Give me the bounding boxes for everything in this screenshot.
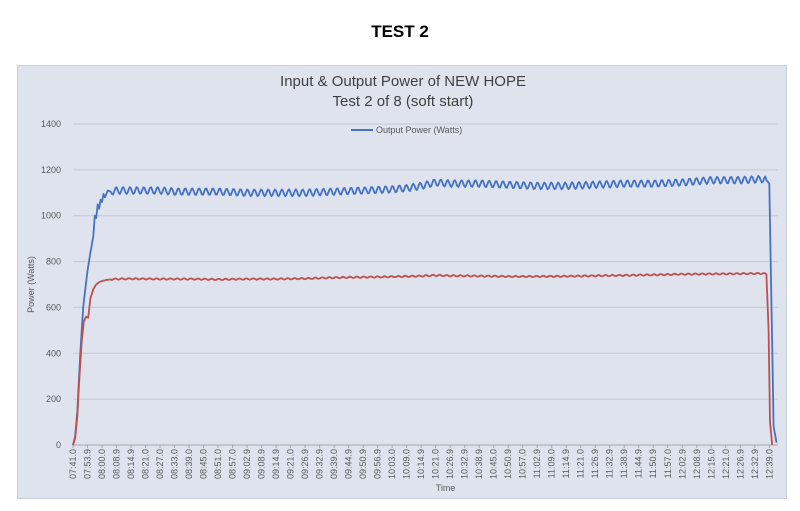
x-tick-label: 09:50.9 <box>358 449 368 479</box>
x-tick-label: 11:26.9 <box>590 449 600 478</box>
x-axis-title: Time <box>436 483 456 493</box>
y-tick-label: 1400 <box>41 119 61 129</box>
x-tick-label: 09:56.9 <box>373 449 383 479</box>
x-tick-label: 10:14.9 <box>416 449 426 479</box>
y-axis-title: Power (Watts) <box>26 256 36 313</box>
x-tick-label: 08:00.0 <box>97 449 107 479</box>
x-tick-label: 10:45.0 <box>489 449 499 479</box>
x-tick-label: 10:38.9 <box>474 449 484 479</box>
chart-title: Input & Output Power of NEW HOPE <box>280 73 526 90</box>
x-tick-label: 11:14.9 <box>561 449 571 478</box>
x-tick-label: 10:57.0 <box>518 449 528 479</box>
x-tick-label: 07:53.9 <box>83 449 93 479</box>
x-tick-label: 08:45.0 <box>199 449 209 479</box>
x-tick-label: 08:08.9 <box>112 449 122 479</box>
x-tick-label: 10:26.9 <box>445 449 455 479</box>
y-tick-label: 0 <box>56 440 61 450</box>
x-tick-label: 08:21.0 <box>141 449 151 479</box>
x-tick-label: 11:38.9 <box>619 449 629 478</box>
x-tick-label: 09:39.0 <box>329 449 339 479</box>
x-tick-label: 12:32.9 <box>750 449 760 479</box>
x-tick-label: 11:21.0 <box>576 449 586 478</box>
x-tick-label: 09:21.0 <box>286 449 296 479</box>
chart-subtitle: Test 2 of 8 (soft start) <box>332 93 474 110</box>
x-tick-label: 08:57.0 <box>228 449 238 479</box>
x-tick-label: 10:21.0 <box>431 449 441 479</box>
x-tick-label: 10:50.9 <box>503 449 513 479</box>
x-tick-label: 09:14.9 <box>271 449 281 479</box>
x-tick-label: 11:09.0 <box>547 449 557 478</box>
x-tick-label: 11:50.9 <box>648 449 658 478</box>
x-tick-label: 12:21.0 <box>721 449 731 479</box>
line-chart: 0 200 400 600 800 1000 1200 1400 07:41.0 07:53.9 0… <box>26 119 778 493</box>
x-tick-label: 11:44.9 <box>634 449 644 478</box>
gridlines <box>73 123 778 446</box>
legend: Output Power (Watts) <box>351 125 462 135</box>
x-tick-label: 08:27.0 <box>155 449 165 479</box>
y-tick-label: 400 <box>46 348 61 358</box>
page-heading: TEST 2 <box>371 22 429 41</box>
series-line-output-power <box>72 175 778 446</box>
chart-panel: Input & Output Power of NEW HOPE Test 2 … <box>17 65 787 499</box>
y-tick-label: 600 <box>46 302 61 312</box>
x-tick-label: 12:02.9 <box>677 449 687 479</box>
x-tick-label: 09:32.9 <box>315 449 325 479</box>
x-tick-label: 11:02.9 <box>532 449 542 478</box>
x-tick-label: 12:15.0 <box>706 449 716 479</box>
x-tick-label: 12:26.9 <box>735 449 745 479</box>
x-tick-label: 09:44.9 <box>344 449 354 479</box>
y-tick-label: 800 <box>46 257 61 267</box>
x-tick-label: 10:03.0 <box>387 449 397 479</box>
x-tick-label: 12:39.0 <box>764 449 774 479</box>
x-tick-label: 12:08.9 <box>692 449 702 479</box>
x-tick-label: 08:39.0 <box>184 449 194 479</box>
legend-label-output-power: Output Power (Watts) <box>376 125 462 135</box>
x-tick-label: 09:26.9 <box>300 449 310 479</box>
x-tick-label: 09:02.9 <box>242 449 252 479</box>
x-tick-label: 10:09.0 <box>402 449 412 479</box>
y-tick-label: 1000 <box>41 211 61 221</box>
x-tick-label: 11:57.0 <box>663 449 673 478</box>
series-lines <box>72 175 778 446</box>
series-line-input-power <box>72 272 774 446</box>
x-tick-label: 10:32.9 <box>460 449 470 479</box>
x-tick-label: 08:33.0 <box>170 449 180 479</box>
x-tick-label: 11:32.9 <box>605 449 615 478</box>
y-tick-label: 1200 <box>41 165 61 175</box>
x-tick-label: 08:14.9 <box>126 449 136 479</box>
axes: 0 200 400 600 800 1000 1200 1400 07:41.0 07:53.9 0… <box>41 119 774 479</box>
x-tick-label: 09:08.9 <box>257 449 267 479</box>
x-tick-label: 07:41.0 <box>68 449 78 479</box>
y-tick-label: 200 <box>46 394 61 404</box>
x-tick-label: 08:51.0 <box>213 449 223 479</box>
